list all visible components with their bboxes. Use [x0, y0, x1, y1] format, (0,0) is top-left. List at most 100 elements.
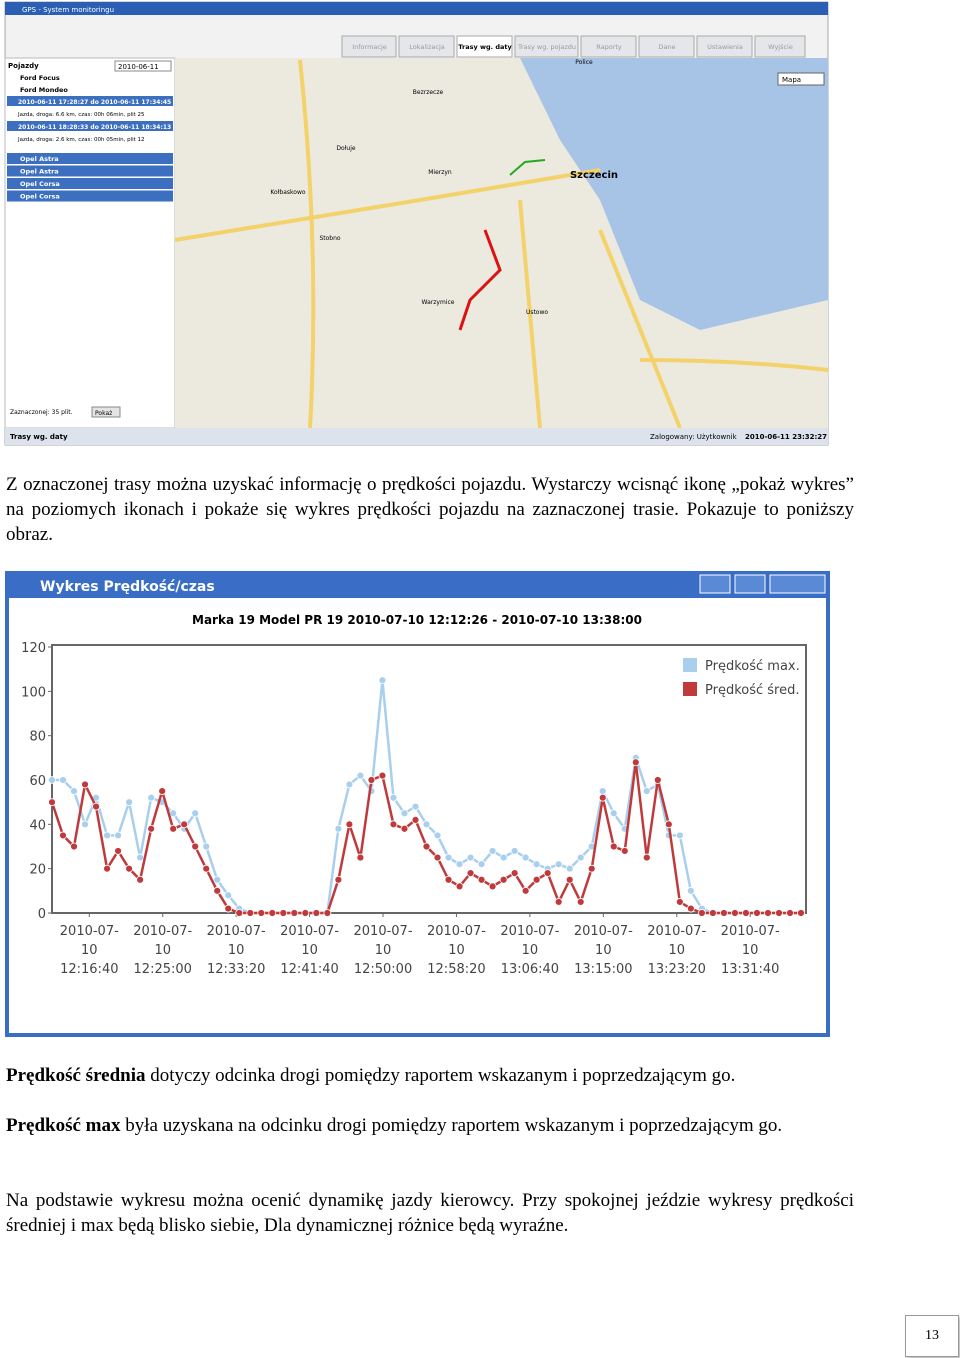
data-point [323, 909, 332, 917]
status-user: Zalogowany: Użytkownik [650, 433, 738, 441]
data-point [356, 771, 365, 780]
data-point [378, 676, 387, 685]
x-tick-label: 2010-07-10 13:31:40 [721, 924, 780, 977]
y-tick-label: 0 [38, 907, 46, 922]
paragraph: Prędkość max była uzyskana na odcinku dr… [6, 1113, 854, 1138]
data-point [455, 860, 464, 869]
data-point [48, 776, 56, 784]
data-point [697, 909, 706, 917]
button[interactable] [91, 406, 121, 418]
vehicle: Ford Focus [20, 74, 60, 82]
data-point [114, 831, 122, 840]
chart-title: Marka 19 Model PR 19 2010-07-10 12:12:26… [192, 613, 642, 627]
legend-swatch [683, 682, 697, 696]
y-tick-label: 40 [29, 818, 46, 833]
y-tick-label: 80 [29, 730, 46, 745]
data-point [455, 882, 464, 891]
close[interactable] [769, 574, 826, 594]
data-point [103, 831, 111, 840]
data-point [334, 824, 343, 833]
map-label: Ustowo [526, 309, 548, 316]
road [174, 59, 829, 429]
data-point [169, 809, 178, 818]
plot-area [51, 644, 807, 914]
route-time: 2010-06-11 17:28:27 do 2010-06-11 17:34:… [18, 99, 171, 106]
data-point [103, 864, 111, 873]
vehicle-row [7, 153, 173, 164]
vehicle: Opel Corsa [20, 193, 60, 201]
tab[interactable] [514, 35, 579, 58]
water [520, 58, 828, 330]
data-point [389, 793, 398, 802]
maximize[interactable] [734, 574, 766, 594]
tab[interactable] [580, 35, 637, 58]
data-point [499, 875, 508, 884]
map-label: Kołbaskowo [270, 189, 305, 196]
data-point [797, 909, 805, 917]
tab-label: Informacje [352, 43, 387, 51]
tab[interactable] [638, 35, 695, 58]
tab[interactable] [341, 35, 397, 58]
route [509, 159, 546, 176]
map-label: Stobno [319, 235, 340, 242]
tab-label: Trasy wg. pojazdu [517, 43, 576, 51]
vehicle: Opel Astra [20, 155, 59, 163]
data-point [675, 898, 684, 906]
vehicle-row [7, 165, 173, 177]
data-point [422, 820, 431, 829]
data-point [598, 787, 607, 795]
date-input[interactable] [114, 60, 172, 72]
side-panel [4, 57, 176, 429]
data-point [59, 831, 67, 840]
data-point [521, 886, 530, 895]
data-point [554, 860, 563, 869]
route-row [7, 96, 173, 106]
data-point [675, 831, 684, 840]
tab[interactable] [696, 35, 753, 58]
app-screenshot: GPS - System monitoringu Mapa Trasy wg. … [4, 1, 829, 446]
data-point [731, 909, 739, 917]
x-tick-label: 2010-07-10 12:50:00 [354, 924, 413, 977]
page-number: 13 [905, 1315, 959, 1357]
tab-label: Trasy wg. daty [458, 43, 512, 51]
map-label: Warzymice [422, 299, 455, 306]
map-label: Bezrzecze [413, 89, 444, 96]
vehicle-row [7, 190, 173, 202]
map-label: Dołuje [336, 145, 355, 152]
data-point [169, 824, 178, 833]
tab[interactable] [398, 35, 455, 58]
bold-term: Prędkość średnia [6, 1065, 146, 1086]
data-point [367, 776, 376, 784]
data-point [235, 909, 244, 917]
data-point [720, 909, 728, 917]
legend-label: Prędkość max. [705, 659, 800, 674]
map-type-select[interactable] [777, 72, 825, 86]
vehicle-row [7, 178, 173, 189]
route [458, 229, 502, 331]
data-point [466, 853, 475, 862]
data-point [576, 853, 585, 862]
tab[interactable] [456, 35, 513, 58]
data-point [213, 875, 222, 884]
data-point [81, 820, 89, 829]
paragraph-text: była uzyskana na odcinku drogi pomiędzy … [120, 1115, 783, 1136]
tab-label: Lokalizacja [409, 43, 445, 51]
data-point [521, 853, 530, 862]
data-point [764, 909, 772, 917]
data-point [246, 909, 255, 917]
data-point [301, 909, 310, 917]
vehicle: Opel Astra [20, 168, 59, 176]
map-label: Szczecin [570, 170, 618, 181]
minimize[interactable] [699, 574, 731, 594]
data-point [587, 864, 596, 873]
data-point [378, 771, 387, 780]
status-bar [5, 428, 828, 445]
x-tick-label: 2010-07-10 12:58:20 [427, 924, 486, 977]
map-label: Police [575, 59, 593, 66]
data-point [565, 875, 574, 884]
data-point [191, 842, 200, 851]
data-point [664, 820, 673, 829]
selected: Zaznaczonej: 35 plit. [10, 409, 73, 416]
tab[interactable] [754, 35, 806, 58]
